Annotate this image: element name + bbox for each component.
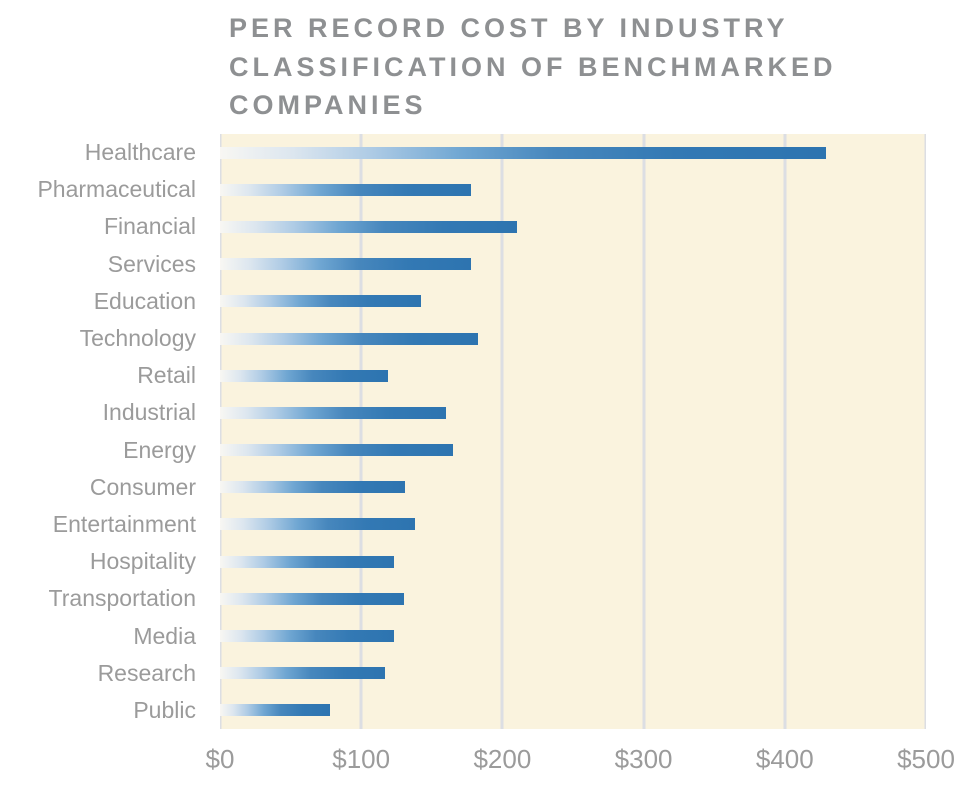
bar-row-services xyxy=(220,246,926,283)
gridline-500 xyxy=(924,134,926,729)
category-label-education: Education xyxy=(93,287,196,314)
bar-financial xyxy=(220,220,517,233)
bar-media xyxy=(220,630,394,643)
bar-industrial xyxy=(220,406,446,419)
category-label-services: Services xyxy=(107,250,196,277)
bar-row-retail xyxy=(220,357,926,394)
category-label-financial: Financial xyxy=(103,213,196,240)
category-label-pharmaceutical: Pharmaceutical xyxy=(37,176,196,203)
chart-title-line-3: COMPANIES xyxy=(229,90,427,120)
bar-services xyxy=(220,258,472,271)
bar-transportation xyxy=(220,592,404,605)
bar-row-healthcare xyxy=(220,134,926,171)
bar-row-research xyxy=(220,655,926,692)
plot-area xyxy=(220,134,926,729)
category-label-consumer: Consumer xyxy=(89,473,196,500)
gridline-200 xyxy=(500,134,504,729)
x-tick-label-100: $100 xyxy=(332,744,391,774)
bar-row-transportation xyxy=(220,580,926,617)
bar-row-technology xyxy=(220,320,926,357)
bar-row-industrial xyxy=(220,394,926,431)
bar-row-financial xyxy=(220,208,926,245)
gridline-100 xyxy=(359,134,363,729)
bar-row-education xyxy=(220,283,926,320)
bar-hospitality xyxy=(220,555,394,568)
category-label-media: Media xyxy=(133,622,196,649)
value-axis: $0 $100 $200 $300 $400 $500 xyxy=(206,740,955,780)
category-label-industrial: Industrial xyxy=(102,399,196,426)
bar-education xyxy=(220,295,421,308)
chart-title-line-1: PER RECORD COST BY INDUSTRY xyxy=(229,13,789,43)
x-tick-label-300: $300 xyxy=(614,744,673,774)
bar-retail xyxy=(220,369,389,382)
bar-consumer xyxy=(220,481,405,494)
gridline-400 xyxy=(783,134,787,729)
x-tick-label-200: $200 xyxy=(473,744,532,774)
category-label-retail: Retail xyxy=(137,362,196,389)
category-label-entertainment: Entertainment xyxy=(52,510,196,537)
x-tick-label-400: $400 xyxy=(755,744,814,774)
chart-title: PER RECORD COST BY INDUSTRY CLASSIFICATI… xyxy=(229,9,929,125)
chart-title-line-2: CLASSIFICATION OF BENCHMARKED xyxy=(229,51,837,82)
bar-row-entertainment xyxy=(220,506,926,543)
bar-technology xyxy=(220,332,479,345)
bar-row-hospitality xyxy=(220,543,926,580)
bar-public xyxy=(220,704,331,717)
bar-energy xyxy=(220,444,453,457)
gridline-0 xyxy=(220,134,222,729)
bar-row-energy xyxy=(220,432,926,469)
bar-row-media xyxy=(220,617,926,654)
bar-row-consumer xyxy=(220,469,926,506)
bar-pharmaceutical xyxy=(220,183,472,196)
bar-research xyxy=(220,667,386,680)
category-label-public: Public xyxy=(133,696,196,723)
category-label-hospitality: Hospitality xyxy=(89,548,196,575)
bar-row-public xyxy=(220,692,926,729)
bar-row-pharmaceutical xyxy=(220,171,926,208)
category-label-energy: Energy xyxy=(123,436,196,463)
category-label-research: Research xyxy=(97,659,196,686)
category-label-technology: Technology xyxy=(79,325,196,352)
x-tick-label-0: $0 xyxy=(205,744,235,774)
category-label-transportation: Transportation xyxy=(48,585,196,612)
x-tick-label-500: $500 xyxy=(897,744,955,774)
bar-entertainment xyxy=(220,518,415,531)
bars-layer xyxy=(220,134,926,729)
category-label-healthcare: Healthcare xyxy=(84,139,196,166)
gridline-300 xyxy=(642,134,646,729)
bar-healthcare xyxy=(220,146,826,159)
category-axis: Healthcare Pharmaceutical Financial Service… xyxy=(0,134,196,729)
